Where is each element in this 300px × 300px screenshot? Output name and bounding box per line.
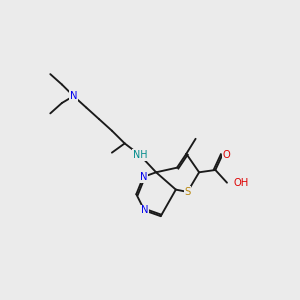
Text: N: N [140,172,147,182]
Text: S: S [184,187,190,197]
Text: O: O [223,150,230,160]
Text: OH: OH [233,178,249,188]
Text: NH: NH [133,150,147,160]
Text: N: N [70,91,77,101]
Text: N: N [141,206,148,215]
